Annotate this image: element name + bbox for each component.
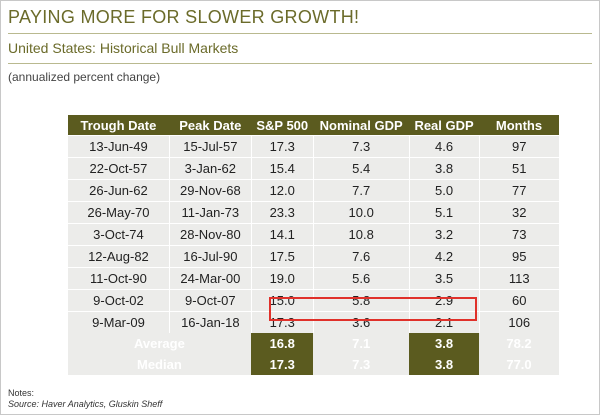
title-divider	[8, 33, 592, 34]
cell-peak-date: 9-Oct-07	[168, 289, 252, 312]
cell-nominal-gdp: 5.6	[312, 267, 410, 290]
cell-sp500: 14.1	[250, 223, 314, 246]
cell-real-gdp: 2.9	[408, 289, 480, 312]
cell-sp500: 19.0	[250, 267, 314, 290]
cell-trough-date: 13-Jun-49	[67, 135, 170, 158]
cell-peak-date: 11-Jan-73	[168, 201, 252, 224]
table-row: 9-Mar-09 16-Jan-18 17.3 3.6 2.1 106	[67, 311, 559, 333]
col-header-months: Months	[479, 115, 559, 136]
cell-months: 97	[478, 135, 559, 158]
cell-peak-date: 24-Mar-00	[168, 267, 252, 290]
table-row: 26-Jun-62 29-Nov-68 12.0 7.7 5.0 77	[67, 179, 559, 202]
cell-peak-date: 29-Nov-68	[168, 179, 252, 202]
table-row: 9-Oct-02 9-Oct-07 15.0 5.8 2.9 60	[67, 289, 559, 312]
col-header-peak-date: Peak Date	[169, 115, 252, 136]
table-header-row: Trough Date Peak Date S&P 500 Nominal GD…	[67, 115, 559, 136]
current-cycle-highlight	[269, 297, 477, 321]
cell-nominal-gdp: 10.0	[312, 201, 410, 224]
cell-sp500: 17.5	[250, 245, 314, 268]
bull-markets-table: Trough Date Peak Date S&P 500 Nominal GD…	[67, 115, 559, 375]
cell-trough-date: 26-May-70	[67, 201, 170, 224]
median-label: Median	[67, 354, 252, 375]
median-nominal-gdp: 7.3	[313, 354, 410, 375]
page-title: PAYING MORE FOR SLOWER GROWTH!	[8, 7, 360, 27]
average-nominal-gdp: 7.1	[313, 333, 410, 354]
cell-trough-date: 11-Oct-90	[67, 267, 170, 290]
average-months: 78.2	[479, 333, 559, 354]
page-subtitle: United States: Historical Bull Markets	[8, 40, 239, 56]
average-real-gdp: 3.8	[409, 333, 480, 354]
cell-trough-date: 9-Oct-02	[67, 289, 170, 312]
table-row: 3-Oct-74 28-Nov-80 14.1 10.8 3.2 73	[67, 223, 559, 246]
source-note: Source: Haver Analytics, Gluskin Sheff	[8, 399, 163, 409]
cell-sp500: 12.0	[250, 179, 314, 202]
cell-months: 77	[478, 179, 559, 202]
col-header-nominal-gdp: Nominal GDP	[313, 115, 410, 136]
cell-months: 51	[478, 157, 559, 180]
cell-peak-date: 28-Nov-80	[168, 223, 252, 246]
average-label: Average	[67, 333, 252, 354]
cell-real-gdp: 3.5	[408, 267, 480, 290]
median-sp500: 17.3	[251, 354, 314, 375]
cell-real-gdp: 4.6	[408, 135, 480, 158]
cell-real-gdp: 2.1	[408, 311, 480, 333]
cell-months: 95	[478, 245, 559, 268]
table-row: 26-May-70 11-Jan-73 23.3 10.0 5.1 32	[67, 201, 559, 224]
cell-nominal-gdp: 7.7	[312, 179, 410, 202]
median-row: Median 17.3 7.3 3.8 77.0	[67, 354, 559, 375]
cell-real-gdp: 5.0	[408, 179, 480, 202]
average-row: Average 16.8 7.1 3.8 78.2	[67, 333, 559, 354]
average-sp500: 16.8	[251, 333, 314, 354]
cell-months: 60	[478, 289, 559, 312]
cell-nominal-gdp: 7.3	[312, 135, 410, 158]
units-caption: (annualized percent change)	[8, 70, 161, 84]
table-row: 22-Oct-57 3-Jan-62 15.4 5.4 3.8 51	[67, 157, 559, 180]
cell-real-gdp: 3.2	[408, 223, 480, 246]
table-row: 12-Aug-82 16-Jul-90 17.5 7.6 4.2 95	[67, 245, 559, 268]
cell-nominal-gdp: 3.6	[312, 311, 410, 333]
cell-months: 113	[478, 267, 559, 290]
median-real-gdp: 3.8	[409, 354, 480, 375]
table-row: 13-Jun-49 15-Jul-57 17.3 7.3 4.6 97	[67, 135, 559, 158]
cell-sp500: 15.0	[250, 289, 314, 312]
cell-trough-date: 9-Mar-09	[67, 311, 170, 333]
cell-peak-date: 16-Jan-18	[168, 311, 252, 333]
notes: Notes: Source: Haver Analytics, Gluskin …	[8, 388, 162, 410]
cell-nominal-gdp: 7.6	[312, 245, 410, 268]
col-header-sp500: S&P 500	[251, 115, 314, 136]
table-row: 11-Oct-90 24-Mar-00 19.0 5.6 3.5 113	[67, 267, 559, 290]
cell-nominal-gdp: 10.8	[312, 223, 410, 246]
cell-months: 32	[478, 201, 559, 224]
cell-sp500: 15.4	[250, 157, 314, 180]
notes-label: Notes:	[8, 388, 35, 398]
cell-nominal-gdp: 5.4	[312, 157, 410, 180]
subtitle-divider	[8, 63, 592, 64]
cell-real-gdp: 5.1	[408, 201, 480, 224]
cell-sp500: 17.3	[250, 135, 314, 158]
cell-months: 73	[478, 223, 559, 246]
cell-peak-date: 3-Jan-62	[168, 157, 252, 180]
col-header-trough-date: Trough Date	[67, 115, 170, 136]
cell-sp500: 23.3	[250, 201, 314, 224]
cell-peak-date: 15-Jul-57	[168, 135, 252, 158]
cell-sp500: 17.3	[250, 311, 314, 333]
cell-nominal-gdp: 5.8	[312, 289, 410, 312]
cell-real-gdp: 3.8	[408, 157, 480, 180]
median-months: 77.0	[479, 354, 559, 375]
cell-peak-date: 16-Jul-90	[168, 245, 252, 268]
cell-trough-date: 3-Oct-74	[67, 223, 170, 246]
cell-trough-date: 26-Jun-62	[67, 179, 170, 202]
col-header-real-gdp: Real GDP	[409, 115, 480, 136]
cell-months: 106	[478, 311, 559, 333]
cell-real-gdp: 4.2	[408, 245, 480, 268]
cell-trough-date: 22-Oct-57	[67, 157, 170, 180]
cell-trough-date: 12-Aug-82	[67, 245, 170, 268]
